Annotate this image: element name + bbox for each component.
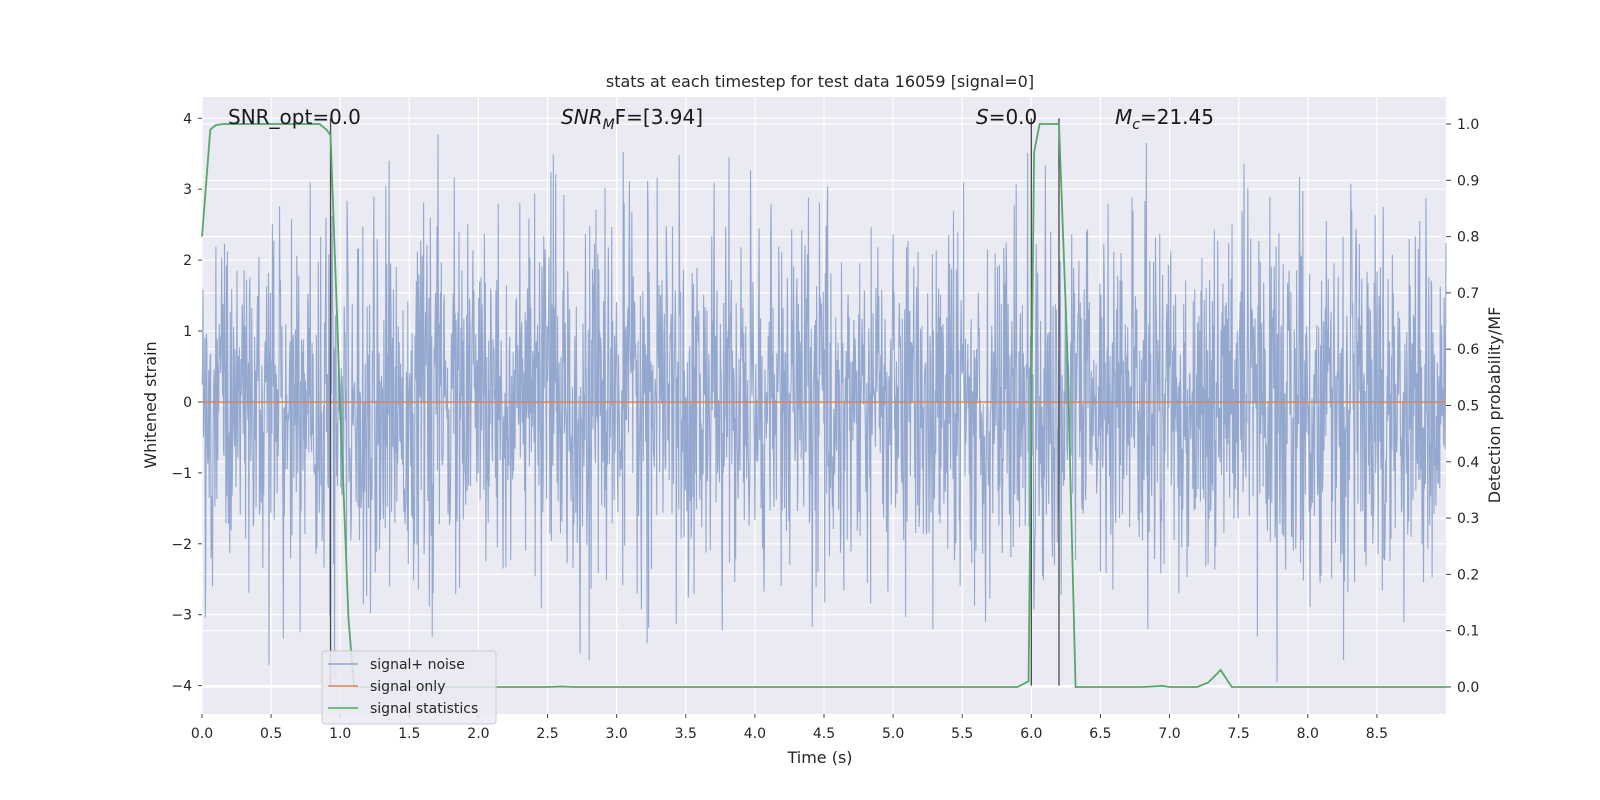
x-tick-label-14: 7.0 [1158, 726, 1180, 742]
y-axis-label: Whitened strain [141, 341, 160, 468]
y-tick-label-4: 0 [183, 395, 192, 411]
y-tick-label-3: 1 [183, 324, 192, 340]
annotation-snr-mf: SNRMF=[3.94] [561, 105, 703, 133]
y2-tick-label-1: 0.9 [1457, 173, 1479, 189]
y2-tick-label-4: 0.6 [1457, 342, 1479, 358]
x-tick-label-12: 6.0 [1020, 726, 1042, 742]
y2-tick-label-9: 0.1 [1457, 624, 1479, 640]
x-tick-label-0: 0.0 [191, 726, 213, 742]
annotation-mc: Mc=21.45 [1115, 105, 1214, 133]
y-tick-label-0: 4 [183, 111, 192, 127]
x-tick-label-15: 7.5 [1228, 726, 1250, 742]
y-tick-label-8: −4 [171, 679, 192, 695]
y2-tick-label-0: 1.0 [1457, 117, 1479, 133]
y-tick-label-1: 3 [183, 182, 192, 198]
x-tick-label-1: 0.5 [260, 726, 282, 742]
y-axis-ticks: 4 3 2 1 0 −1 −2 −3 −4 [171, 111, 202, 695]
chart-title: stats at each timestep for test data 160… [606, 72, 1034, 91]
x-tick-label-3: 1.5 [398, 726, 420, 742]
y-tick-label-5: −1 [171, 466, 192, 482]
annotation-mc-rest: =21.45 [1140, 105, 1214, 129]
y2-tick-label-2: 0.8 [1457, 230, 1479, 246]
plot-area [201, 97, 1447, 714]
series-signal-plus-noise [201, 134, 1447, 683]
legend-label-stats: signal statistics [370, 701, 478, 717]
y2-tick-label-10: 0.0 [1457, 680, 1479, 696]
y2-tick-label-8: 0.2 [1457, 567, 1479, 583]
y2-axis-label: Detection probability/MF [1485, 307, 1504, 504]
y-tick-label-2: 2 [183, 253, 192, 269]
annotation-snr-opt: SNR_opt=0.0 [228, 105, 361, 129]
legend: signal+ noise signal only signal statist… [321, 650, 497, 725]
x-tick-label-16: 8.0 [1297, 726, 1319, 742]
y2-tick-label-3: 0.7 [1457, 286, 1479, 302]
y2-tick-label-7: 0.3 [1457, 511, 1479, 527]
x-tick-label-7: 3.5 [675, 726, 697, 742]
x-tick-label-13: 6.5 [1089, 726, 1111, 742]
x-tick-label-8: 4.0 [744, 726, 766, 742]
annotation-snr-mf-sub: M [603, 117, 615, 133]
x-axis-label: Time (s) [786, 748, 852, 767]
annotation-mc-main: M [1115, 105, 1132, 129]
y2-tick-label-5: 0.5 [1457, 399, 1479, 415]
legend-label-signal: signal only [370, 679, 445, 695]
annotation-mc-sub: c [1132, 117, 1140, 133]
x-tick-label-9: 4.5 [813, 726, 835, 742]
x-tick-label-4: 2.0 [467, 726, 489, 742]
x-tick-label-10: 5.0 [882, 726, 904, 742]
annotation-snr-mf-main: SNR [561, 105, 603, 129]
x-tick-label-11: 5.5 [951, 726, 973, 742]
y-tick-label-7: −3 [171, 608, 192, 624]
annotation-s-rest: =0.0 [989, 105, 1038, 129]
x-axis-ticks: 0.0 0.5 1.0 1.5 2.0 2.5 3.0 3.5 4.0 4.5 5.0 5.5 6.0 6… [191, 714, 1388, 742]
x-tick-label-2: 1.0 [329, 726, 351, 742]
x-tick-label-6: 3.0 [606, 726, 628, 742]
y2-axis-ticks: 1.0 0.9 0.8 0.7 0.6 0.5 0.4 0.3 0.2 0.1 0.0 [1446, 117, 1479, 696]
annotation-s-main: S [976, 105, 989, 129]
y2-tick-label-6: 0.4 [1457, 455, 1479, 471]
annotation-snr-mf-rest: F=[3.94] [615, 105, 703, 129]
annotation-s: S=0.0 [976, 105, 1037, 129]
y-tick-label-6: −2 [171, 537, 192, 553]
series-signal-statistics [201, 123, 1446, 688]
legend-label-noise: signal+ noise [370, 657, 465, 673]
x-tick-label-17: 8.5 [1366, 726, 1388, 742]
legend-box [321, 650, 497, 725]
x-tick-label-5: 2.5 [536, 726, 558, 742]
